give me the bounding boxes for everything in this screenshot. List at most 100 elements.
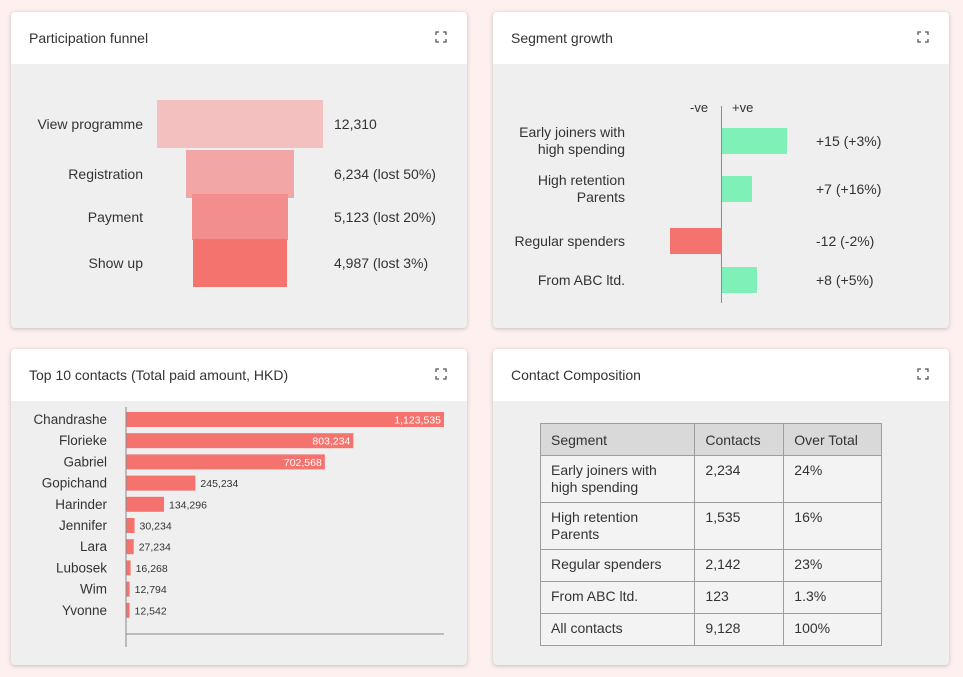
funnel-card-header: Participation funnel xyxy=(11,12,467,64)
category-label: Gopichand xyxy=(42,476,107,491)
expand-icon[interactable] xyxy=(917,368,929,380)
funnel-card-title: Participation funnel xyxy=(29,30,149,46)
category-label: Wim xyxy=(80,582,107,597)
top10-card: Top 10 contacts (Total paid amount, HKD)… xyxy=(11,349,467,665)
category-label: Harinder xyxy=(55,497,107,512)
funnel-card: Participation funnel View programme 12,31… xyxy=(11,12,467,328)
bar-chandrashe xyxy=(126,412,444,427)
table-row: All contacts 9,128 100% xyxy=(539,613,882,646)
value-label: 1,123,535 xyxy=(394,415,441,427)
growth-value: +7 (+16%) xyxy=(816,181,882,197)
funnel-stage-value: 12,310 xyxy=(334,116,377,132)
segment-cell: Regular spenders xyxy=(539,549,696,582)
funnel-stage-value: 4,987 (lost 3%) xyxy=(334,255,429,271)
composition-card-header: Contact Composition xyxy=(493,349,949,401)
contacts-cell: 2,142 xyxy=(694,549,785,582)
positive-axis-label: +ve xyxy=(732,100,754,115)
growth-bar xyxy=(722,267,757,293)
column-header-over-total: Over Total xyxy=(783,423,882,456)
bar-wim xyxy=(126,581,130,597)
category-label: Lara xyxy=(80,539,108,554)
share-cell: 23% xyxy=(783,549,882,582)
funnel-bar xyxy=(157,100,323,148)
segment-cell: Early joiners with high spending xyxy=(539,455,696,503)
value-label: 27,234 xyxy=(139,542,171,554)
share-cell: 24% xyxy=(783,455,882,503)
funnel-stage-label: Registration xyxy=(68,166,143,182)
contacts-cell: 9,128 xyxy=(694,613,785,646)
growth-bar xyxy=(722,176,753,202)
bar-florieke xyxy=(126,433,354,449)
funnel-stage-value: 5,123 (lost 20%) xyxy=(334,209,436,225)
top10-card-header: Top 10 contacts (Total paid amount, HKD) xyxy=(11,349,467,401)
growth-card-title: Segment growth xyxy=(511,30,613,46)
funnel-stage-label: Show up xyxy=(88,255,143,271)
category-label: Jennifer xyxy=(59,518,108,533)
top10-card-title: Top 10 contacts (Total paid amount, HKD) xyxy=(29,367,289,383)
composition-table: Segment Contacts Over Total Early joiner… xyxy=(539,423,882,646)
growth-bar xyxy=(670,228,722,254)
category-label: Lubosek xyxy=(56,560,107,575)
value-label: 702,568 xyxy=(284,457,322,469)
funnel-bar xyxy=(185,150,295,198)
table-row: High retention Parents 1,535 16% xyxy=(539,502,882,550)
table-row: Early joiners with high spending 2,234 2… xyxy=(539,455,882,503)
bar-lara xyxy=(126,539,134,555)
share-cell: 100% xyxy=(783,613,882,646)
funnel-bar xyxy=(192,239,288,287)
growth-zero-axis xyxy=(721,106,722,303)
segment-cell: High retention Parents xyxy=(539,502,696,550)
bar-jennifer xyxy=(126,518,135,533)
growth-segment-label: High retention Parents xyxy=(537,172,625,205)
top10-chart-area: Chandrashe 1,123,535 Florieke 803,234 Gabrie… xyxy=(11,401,467,665)
category-label: Chandrashe xyxy=(33,412,107,427)
share-cell: 16% xyxy=(783,502,882,550)
table-row: Regular spenders 2,142 23% xyxy=(539,549,882,582)
category-label: Yvonne xyxy=(62,603,107,618)
value-label: 134,296 xyxy=(169,499,207,511)
column-header-contacts: Contacts xyxy=(694,423,785,456)
value-label: 16,268 xyxy=(136,563,168,575)
expand-icon[interactable] xyxy=(917,31,929,43)
value-label: 245,234 xyxy=(200,478,238,490)
funnel-chart: View programme 12,310 Registration 6,234 (l… xyxy=(11,64,467,328)
value-label: 12,794 xyxy=(135,584,167,596)
contacts-cell: 1,535 xyxy=(694,502,785,550)
bar-yvonne xyxy=(126,602,130,618)
growth-segment-label: Early joiners with high spending xyxy=(519,124,625,157)
value-label: 30,234 xyxy=(140,521,172,533)
growth-card: Segment growth -ve +ve Early joiners wit… xyxy=(493,12,949,328)
category-label: Gabriel xyxy=(63,454,107,469)
composition-body: Segment Contacts Over Total Early joiner… xyxy=(493,401,949,665)
bar-gabriel xyxy=(126,454,325,470)
funnel-bar xyxy=(191,194,289,240)
growth-segment-label: Regular spenders xyxy=(514,232,625,249)
top10-bar-chart: Chandrashe 1,123,535 Florieke 803,234 Gabrie… xyxy=(33,407,444,647)
table-header-row: Segment Contacts Over Total xyxy=(539,423,882,456)
growth-card-header: Segment growth xyxy=(493,12,949,64)
bar-gopichand xyxy=(126,475,196,491)
category-label: Florieke xyxy=(59,433,107,448)
share-cell: 1.3% xyxy=(783,581,882,614)
bar-harinder xyxy=(126,496,165,512)
contacts-cell: 123 xyxy=(694,581,785,614)
segment-cell: From ABC ltd. xyxy=(539,581,696,614)
bar-lubosek xyxy=(126,560,131,576)
composition-card-title: Contact Composition xyxy=(511,367,641,383)
value-label: 803,234 xyxy=(312,436,350,448)
contacts-cell: 2,234 xyxy=(694,455,785,503)
growth-bar xyxy=(722,128,787,154)
growth-value: +8 (+5%) xyxy=(816,272,874,288)
funnel-stage-label: View programme xyxy=(37,116,143,132)
growth-chart: -ve +ve Early joiners with high spending +… xyxy=(493,64,949,328)
value-label: 12,542 xyxy=(135,605,167,617)
funnel-stage-value: 6,234 (lost 50%) xyxy=(334,166,436,182)
expand-icon[interactable] xyxy=(435,31,447,43)
negative-axis-label: -ve xyxy=(690,100,709,115)
composition-card: Contact Composition Segment Contacts Ove… xyxy=(493,349,949,665)
growth-segment-label: From ABC ltd. xyxy=(537,271,625,288)
column-header-segment: Segment xyxy=(539,423,696,456)
funnel-stage-label: Payment xyxy=(87,209,143,225)
growth-value: -12 (-2%) xyxy=(816,233,875,249)
expand-icon[interactable] xyxy=(435,368,447,380)
